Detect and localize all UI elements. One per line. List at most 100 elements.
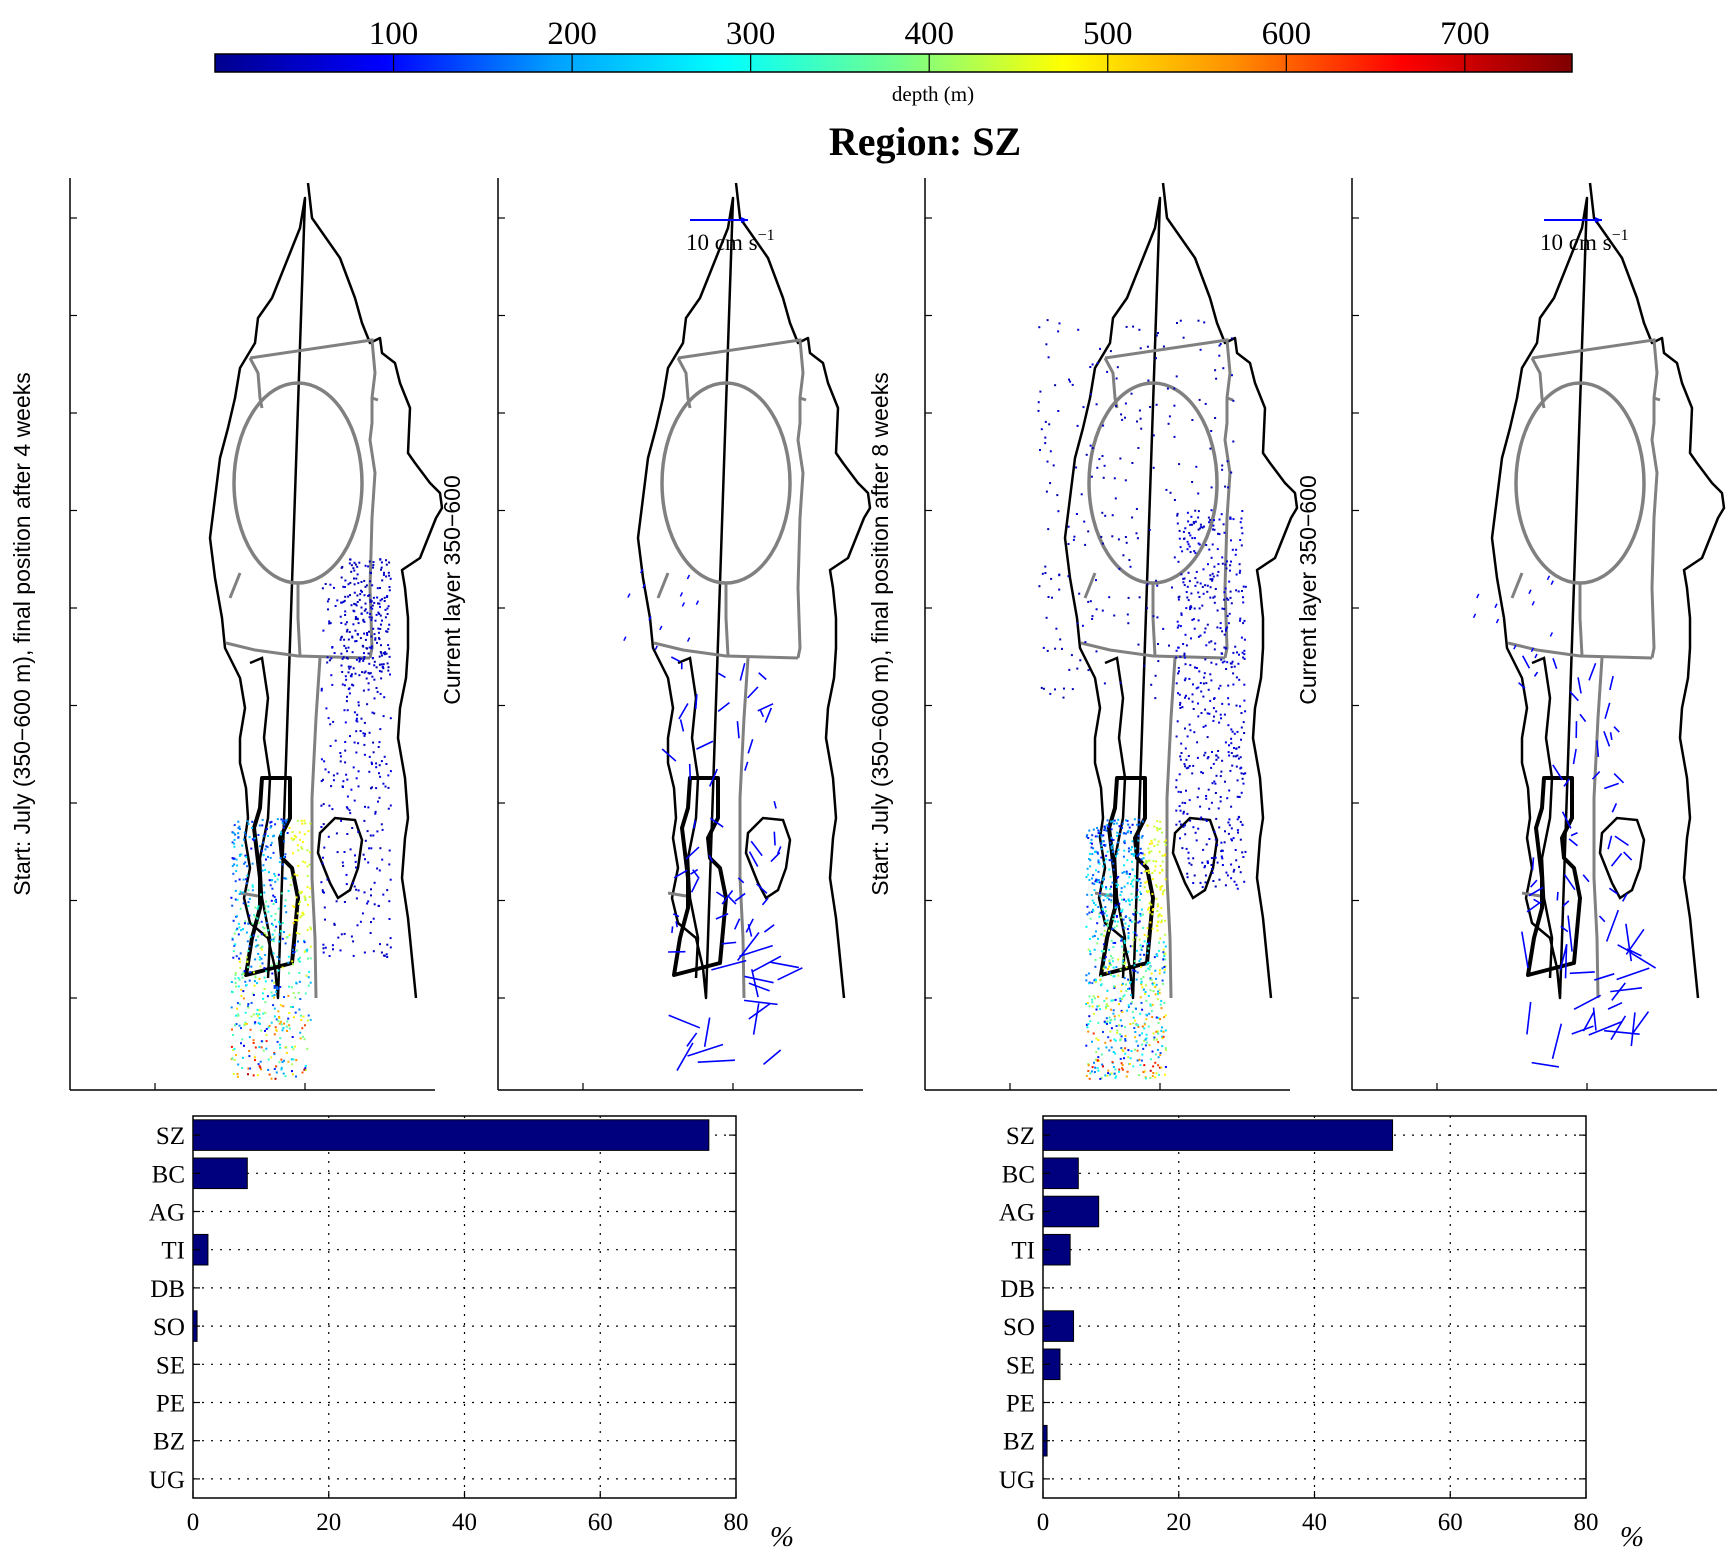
particle	[1186, 872, 1189, 875]
particle	[1098, 1004, 1101, 1007]
particle	[332, 774, 335, 777]
particle	[1103, 827, 1106, 830]
particle	[352, 667, 355, 670]
particle	[1197, 319, 1200, 322]
particle	[1211, 572, 1214, 575]
current-arrow	[1549, 632, 1554, 637]
particle	[1153, 869, 1156, 872]
particle	[1110, 836, 1113, 839]
particle	[306, 929, 309, 931]
particle	[1089, 1072, 1092, 1075]
particle	[1242, 721, 1245, 724]
particle	[1145, 880, 1148, 883]
particle	[1229, 517, 1232, 520]
particle	[1145, 1018, 1148, 1021]
current-arrow	[1476, 593, 1480, 599]
particle	[1089, 852, 1091, 855]
particle	[1164, 933, 1167, 936]
current-arrow	[690, 878, 699, 893]
particle	[273, 1033, 276, 1036]
particle	[1116, 841, 1119, 844]
current-arrow	[711, 959, 747, 971]
current-arrow	[692, 869, 700, 879]
scale-label: 10 cm s−1	[686, 227, 775, 255]
particle	[350, 675, 353, 678]
particle	[1114, 920, 1117, 923]
particle	[265, 1027, 268, 1030]
current-arrow	[1594, 973, 1615, 981]
particle	[1118, 567, 1121, 570]
particle	[1105, 997, 1108, 1000]
particle	[286, 832, 289, 834]
particle	[1131, 823, 1134, 826]
particle	[1131, 885, 1134, 888]
particle	[1145, 1013, 1148, 1016]
particle	[1188, 799, 1191, 802]
particle	[1197, 619, 1200, 622]
particle	[1199, 805, 1202, 808]
particle	[362, 853, 365, 856]
particle	[357, 701, 360, 704]
particle	[337, 936, 340, 939]
particle	[1194, 666, 1196, 669]
particle	[1178, 693, 1181, 696]
particle	[1128, 876, 1131, 879]
particle	[363, 656, 366, 658]
particle	[294, 996, 297, 999]
particle	[303, 941, 306, 944]
particle	[1132, 1022, 1135, 1025]
current-arrow	[737, 877, 745, 884]
particle	[240, 1042, 242, 1045]
particle	[1116, 366, 1119, 369]
particle	[1155, 977, 1157, 980]
particle	[1056, 494, 1059, 497]
particle	[1183, 763, 1186, 766]
particle	[1164, 839, 1167, 842]
particle	[1160, 999, 1163, 1002]
particle	[380, 677, 383, 680]
particle	[1140, 836, 1143, 839]
particle	[1058, 588, 1061, 591]
particles	[230, 558, 392, 1080]
particle	[1243, 653, 1246, 656]
particle	[1038, 585, 1041, 588]
particle	[238, 978, 241, 981]
particle	[232, 1034, 234, 1036]
particle	[252, 1039, 255, 1042]
particle	[1162, 951, 1165, 954]
particle	[1126, 1070, 1129, 1073]
particle	[1085, 1023, 1088, 1026]
current-arrow	[679, 719, 685, 732]
particle	[1210, 766, 1213, 769]
current-arrow	[1495, 618, 1500, 624]
particle	[283, 819, 286, 822]
particle	[1163, 889, 1166, 892]
particle	[284, 877, 287, 880]
particle	[246, 820, 249, 823]
particle	[1230, 863, 1233, 866]
particle	[264, 954, 267, 956]
particle	[286, 1020, 289, 1023]
particle	[380, 951, 383, 954]
particle	[340, 664, 343, 667]
particle	[1186, 735, 1189, 738]
particle	[256, 917, 259, 920]
particle	[380, 561, 383, 564]
particle	[1072, 538, 1075, 541]
particle	[273, 896, 276, 898]
current-arrow	[694, 694, 698, 710]
x-axis-label: %	[770, 1521, 794, 1553]
particle	[345, 883, 348, 886]
particle	[1181, 550, 1184, 553]
particle	[1237, 757, 1240, 760]
particle	[1112, 1012, 1115, 1015]
current-arrow	[1518, 682, 1526, 689]
current-arrow	[1561, 811, 1572, 829]
particle	[1191, 700, 1194, 703]
particle	[1204, 402, 1207, 405]
particle	[238, 893, 241, 895]
particle	[254, 916, 257, 919]
particle	[275, 1071, 278, 1074]
particle	[1128, 826, 1131, 829]
particle	[1142, 857, 1145, 860]
